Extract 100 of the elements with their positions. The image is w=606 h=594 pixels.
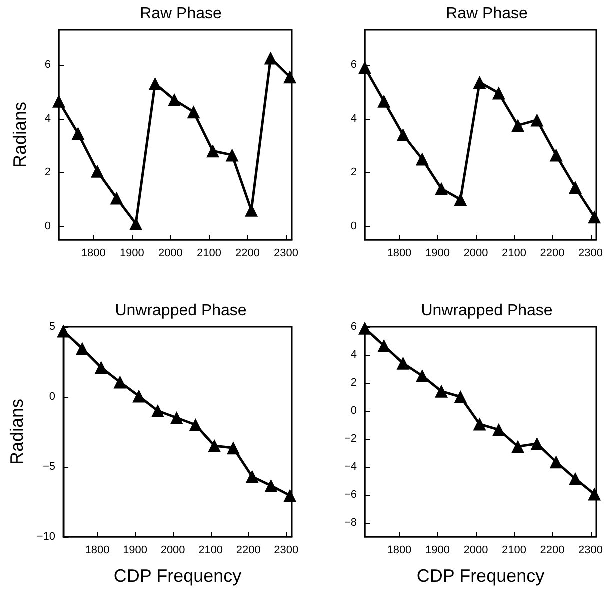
- point: [416, 152, 429, 166]
- point: [512, 119, 525, 132]
- y-tick-label: 0: [350, 220, 357, 233]
- x-tick-label: 2300: [274, 544, 299, 556]
- point: [550, 456, 563, 469]
- point: [378, 94, 391, 108]
- y-tick-label: 2: [350, 377, 357, 389]
- x-axis-title: CDP Frequency: [114, 566, 242, 586]
- point: [435, 384, 448, 398]
- point: [226, 442, 240, 455]
- point: [52, 94, 66, 108]
- point: [206, 144, 220, 158]
- x-tick-label: 2000: [464, 544, 488, 556]
- point: [187, 106, 200, 119]
- point: [435, 182, 448, 196]
- point: [91, 164, 104, 178]
- point: [245, 204, 258, 217]
- y-tick-label: −4: [344, 461, 357, 473]
- point: [588, 210, 602, 224]
- point: [358, 61, 372, 74]
- point: [550, 148, 563, 162]
- point: [530, 114, 544, 127]
- x-tick-label: 2200: [236, 544, 261, 556]
- y-tick-label: −5: [43, 461, 56, 473]
- point: [492, 86, 506, 100]
- y-tick-label: 0: [49, 391, 56, 403]
- y-tick-label: −6: [344, 489, 357, 501]
- point: [148, 77, 162, 90]
- point: [454, 193, 468, 206]
- x-tick-label: 1800: [81, 248, 106, 260]
- point: [189, 418, 202, 432]
- point: [568, 472, 582, 486]
- y-tick-label: −10: [36, 531, 56, 543]
- x-tick-label: 1800: [387, 248, 412, 260]
- point: [378, 339, 391, 352]
- point: [530, 437, 544, 450]
- x-tick-label: 1800: [387, 544, 412, 556]
- y-tick-label: 0: [350, 405, 357, 417]
- x-axis-title: CDP Frequency: [416, 566, 545, 586]
- point: [57, 324, 70, 338]
- point: [473, 76, 486, 89]
- x-tick-label: 2300: [578, 248, 604, 260]
- x-tick-label: 1900: [425, 248, 450, 260]
- point: [492, 423, 506, 436]
- y-axis-title: Radians: [7, 398, 27, 466]
- x-tick-label: 2100: [196, 248, 222, 260]
- x-tick-label: 2100: [502, 544, 526, 556]
- x-tick-label: 1800: [85, 544, 110, 556]
- point: [132, 390, 146, 403]
- point: [110, 192, 124, 205]
- x-tick-label: 1900: [120, 248, 144, 260]
- y-tick-label: 2: [44, 166, 51, 179]
- x-tick-label: 2200: [540, 544, 565, 556]
- point: [454, 390, 468, 404]
- point: [226, 148, 239, 162]
- y-tick-label: 2: [350, 166, 357, 179]
- chart-title: Unwrapped Phase: [115, 302, 247, 320]
- y-tick-label: 6: [44, 59, 51, 71]
- y-tick-label: 4: [350, 349, 357, 361]
- point: [568, 181, 582, 194]
- x-tick-label: 1900: [425, 544, 450, 556]
- x-tick-label: 2000: [464, 248, 488, 260]
- y-tick-label: 4: [350, 112, 357, 125]
- x-tick-label: 2300: [274, 248, 298, 260]
- point: [264, 52, 278, 65]
- chart-title: Raw Phase: [140, 6, 222, 22]
- point: [130, 217, 143, 230]
- y-tick-label: 0: [44, 220, 51, 233]
- point: [72, 127, 85, 140]
- x-tick-label: 2100: [502, 248, 526, 260]
- point: [208, 440, 222, 452]
- y-tick-label: −8: [344, 517, 357, 529]
- x-tick-label: 2000: [158, 248, 183, 260]
- point: [473, 418, 486, 431]
- point: [94, 361, 108, 374]
- point: [358, 322, 372, 335]
- point: [151, 404, 164, 418]
- point: [396, 356, 410, 370]
- x-tick-label: 2200: [235, 248, 260, 260]
- x-tick-label: 2300: [578, 544, 604, 556]
- point: [588, 488, 602, 501]
- point: [512, 440, 525, 454]
- point: [264, 479, 278, 492]
- y-tick-label: 5: [49, 321, 56, 333]
- chart-title: Unwrapped Phase: [421, 302, 553, 320]
- point: [114, 376, 127, 389]
- point: [396, 128, 410, 142]
- x-tick-label: 2200: [540, 248, 565, 260]
- point: [284, 489, 297, 502]
- point: [284, 70, 297, 84]
- x-tick-label: 2100: [198, 544, 224, 556]
- y-tick-label: 6: [350, 321, 357, 333]
- point: [246, 470, 259, 484]
- x-tick-label: 1900: [123, 544, 148, 556]
- point: [170, 412, 184, 424]
- y-tick-label: −2: [344, 433, 357, 445]
- point: [76, 342, 89, 356]
- point: [416, 370, 429, 382]
- y-tick-label: 6: [350, 59, 357, 71]
- y-axis-title: Radians: [10, 102, 30, 168]
